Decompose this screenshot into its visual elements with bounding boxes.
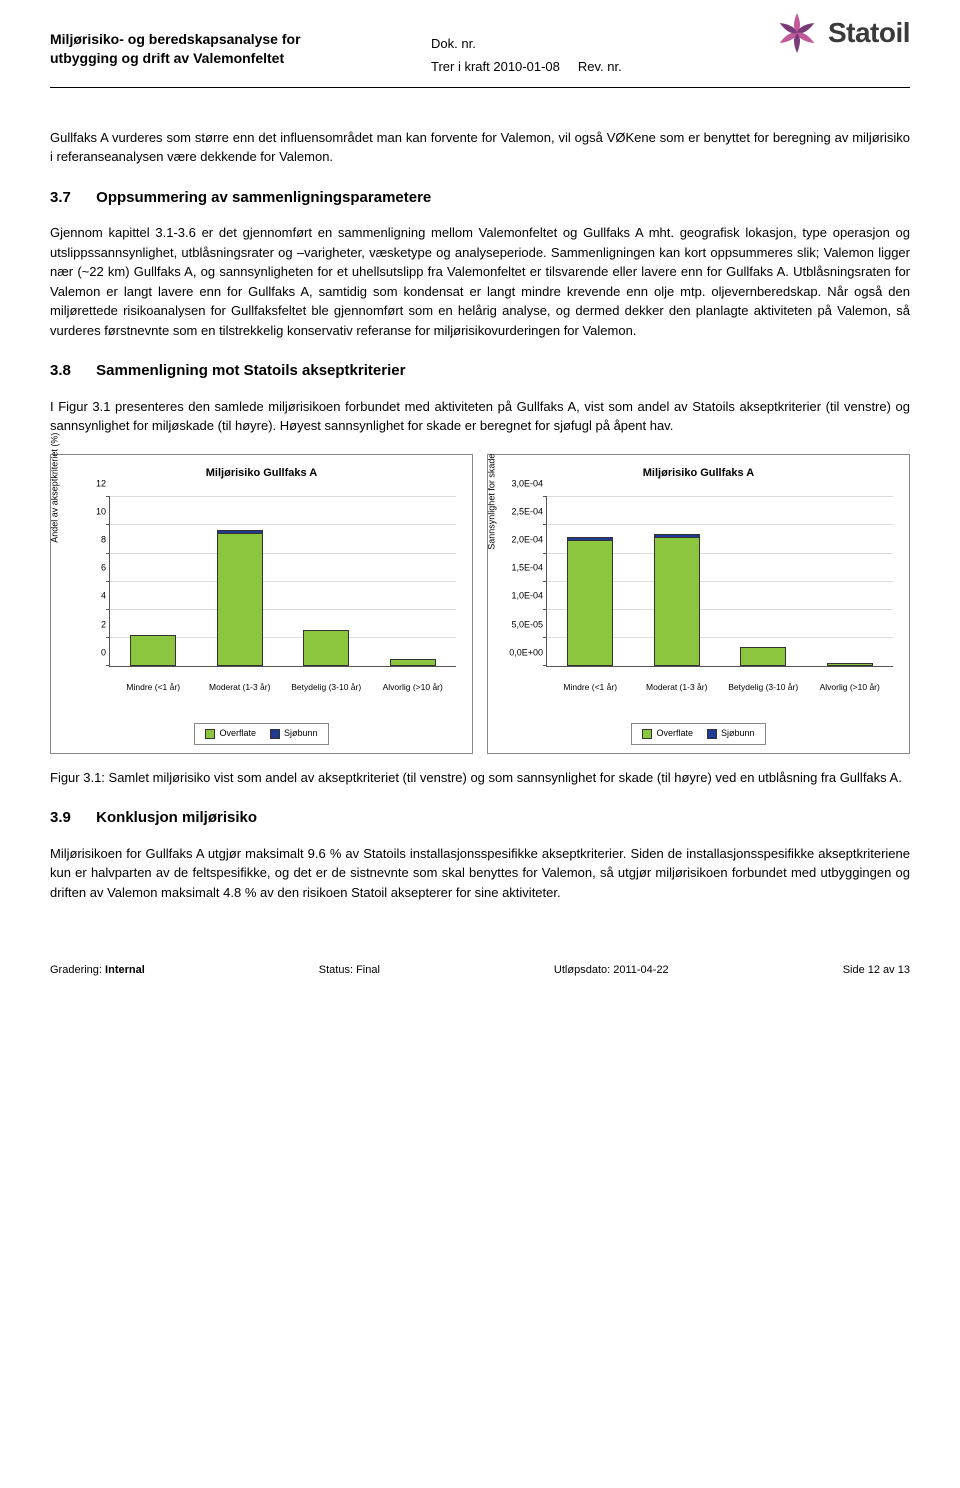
y-tick-label: 12	[66, 477, 106, 491]
legend-label: Overflate	[656, 727, 693, 741]
figure-caption: Figur 3.1: Samlet miljørisiko vist som a…	[50, 768, 910, 788]
plot: 024681012Mindre (<1 år)Moderat (1-3 år)B…	[109, 497, 456, 667]
bar	[567, 540, 613, 667]
chart-area: Sannsynlighet for skade 0,0E+005,0E-051,…	[498, 491, 899, 691]
bar-slot: Betydelig (3-10 år)	[288, 497, 364, 666]
section-title: Konklusjon miljørisiko	[96, 809, 257, 826]
legend-label: Sjøbunn	[284, 727, 318, 741]
trer-i-kraft: Trer i kraft 2010-01-08	[431, 55, 560, 78]
bar-slot: Moderat (1-3 år)	[639, 497, 715, 666]
header-meta: Dok. nr. Trer i kraft 2010-01-08 Rev. nr…	[431, 30, 774, 79]
y-tick-label: 2	[66, 618, 106, 632]
bar-slot: Betydelig (3-10 år)	[725, 497, 801, 666]
section-title: Oppsummering av sammenligningsparametere	[96, 189, 431, 206]
footer-page: Side 12 av 13	[843, 962, 910, 979]
legend-swatch	[270, 729, 280, 739]
legend-item: Overflate	[642, 727, 693, 741]
footer-expiry: Utløpsdato: 2011-04-22	[554, 962, 669, 979]
y-tick-label: 3,0E-04	[503, 477, 543, 491]
y-axis-label: Sannsynlighet for skade	[485, 454, 499, 550]
star-icon	[774, 10, 820, 56]
legend-item: Sjøbunn	[707, 727, 755, 741]
bar-slot: Moderat (1-3 år)	[202, 497, 278, 666]
paragraph-intro: Gullfaks A vurderes som større enn det i…	[50, 128, 910, 167]
legend-swatch	[707, 729, 717, 739]
y-tick-label: 1,5E-04	[503, 562, 543, 576]
paragraph-3-7: Gjennom kapittel 3.1-3.6 er det gjennomf…	[50, 223, 910, 340]
legend-label: Overflate	[219, 727, 256, 741]
header-title: Miljørisiko- og beredskapsanalyse for ut…	[50, 30, 431, 68]
header-separator	[50, 87, 910, 88]
footer-left: Gradering: Internal	[50, 962, 145, 979]
x-tick-label: Betydelig (3-10 år)	[277, 683, 376, 692]
title-line-2: utbygging og drift av Valemonfeltet	[50, 49, 431, 68]
y-tick-label: 6	[66, 562, 106, 576]
heading-3-9: 3.9 Konklusjon miljørisiko	[50, 807, 910, 830]
bar	[740, 647, 786, 667]
y-tick-label: 2,0E-04	[503, 533, 543, 547]
x-tick-label: Mindre (<1 år)	[541, 683, 640, 692]
chart-legend: Overflate Sjøbunn	[194, 723, 328, 745]
legend-item: Overflate	[205, 727, 256, 741]
x-tick-label: Moderat (1-3 år)	[627, 683, 726, 692]
x-tick-label: Alvorlig (>10 år)	[800, 683, 899, 692]
chart-legend: Overflate Sjøbunn	[631, 723, 765, 745]
chart-area: Andel av akseptkriteriet (%) 024681012Mi…	[61, 491, 462, 691]
bar-slot: Alvorlig (>10 år)	[812, 497, 888, 666]
chart-left: Miljørisiko Gullfaks A Andel av akseptkr…	[50, 454, 473, 754]
dok-nr: Dok. nr.	[431, 32, 774, 55]
charts-container: Miljørisiko Gullfaks A Andel av akseptkr…	[50, 454, 910, 754]
x-tick-label: Betydelig (3-10 år)	[714, 683, 813, 692]
y-tick-label: 10	[66, 505, 106, 519]
heading-3-8: 3.8 Sammenligning mot Statoils akseptkri…	[50, 360, 910, 383]
paragraph-3-9: Miljørisikoen for Gullfaks A utgjør maks…	[50, 844, 910, 903]
title-line-1: Miljørisiko- og beredskapsanalyse for	[50, 30, 431, 49]
bar-slot: Mindre (<1 år)	[115, 497, 191, 666]
y-tick-label: 0,0E+00	[503, 646, 543, 660]
section-title: Sammenligning mot Statoils akseptkriteri…	[96, 362, 405, 379]
page-footer: Gradering: Internal Status: Final Utløps…	[50, 962, 910, 979]
section-number: 3.8	[50, 360, 92, 383]
bar	[303, 630, 349, 667]
section-number: 3.7	[50, 187, 92, 210]
y-tick-label: 1,0E-04	[503, 590, 543, 604]
y-tick-label: 4	[66, 590, 106, 604]
statoil-logo: Statoil	[774, 10, 910, 56]
y-tick-label: 2,5E-04	[503, 505, 543, 519]
y-tick-label: 0	[66, 646, 106, 660]
rev-nr: Rev. nr.	[578, 55, 622, 78]
y-axis-label: Andel av akseptkriteriet (%)	[48, 433, 62, 543]
chart-right: Miljørisiko Gullfaks A Sannsynlighet for…	[487, 454, 910, 754]
chart-title: Miljørisiko Gullfaks A	[61, 465, 462, 482]
x-tick-label: Alvorlig (>10 år)	[363, 683, 462, 692]
x-tick-label: Mindre (<1 år)	[104, 683, 203, 692]
legend-swatch	[205, 729, 215, 739]
y-tick-label: 8	[66, 533, 106, 547]
bar	[390, 659, 436, 666]
plot: 0,0E+005,0E-051,0E-041,5E-042,0E-042,5E-…	[546, 497, 893, 667]
bar	[217, 533, 263, 667]
bar-slot: Alvorlig (>10 år)	[375, 497, 451, 666]
x-tick-label: Moderat (1-3 år)	[190, 683, 289, 692]
bar	[654, 537, 700, 667]
legend-label: Sjøbunn	[721, 727, 755, 741]
chart-title: Miljørisiko Gullfaks A	[498, 465, 899, 482]
heading-3-7: 3.7 Oppsummering av sammenligningsparame…	[50, 187, 910, 210]
document-header: Miljørisiko- og beredskapsanalyse for ut…	[50, 30, 910, 79]
logo-text: Statoil	[828, 12, 910, 54]
legend-swatch	[642, 729, 652, 739]
section-number: 3.9	[50, 807, 92, 830]
bar	[130, 635, 176, 666]
bar-slot: Mindre (<1 år)	[552, 497, 628, 666]
footer-status: Status: Final	[319, 962, 380, 979]
legend-item: Sjøbunn	[270, 727, 318, 741]
y-tick-label: 5,0E-05	[503, 618, 543, 632]
bar	[827, 663, 873, 666]
grading-label: Gradering:	[50, 964, 102, 976]
grading-value: Internal	[105, 964, 145, 976]
paragraph-3-8: I Figur 3.1 presenteres den samlede milj…	[50, 397, 910, 436]
